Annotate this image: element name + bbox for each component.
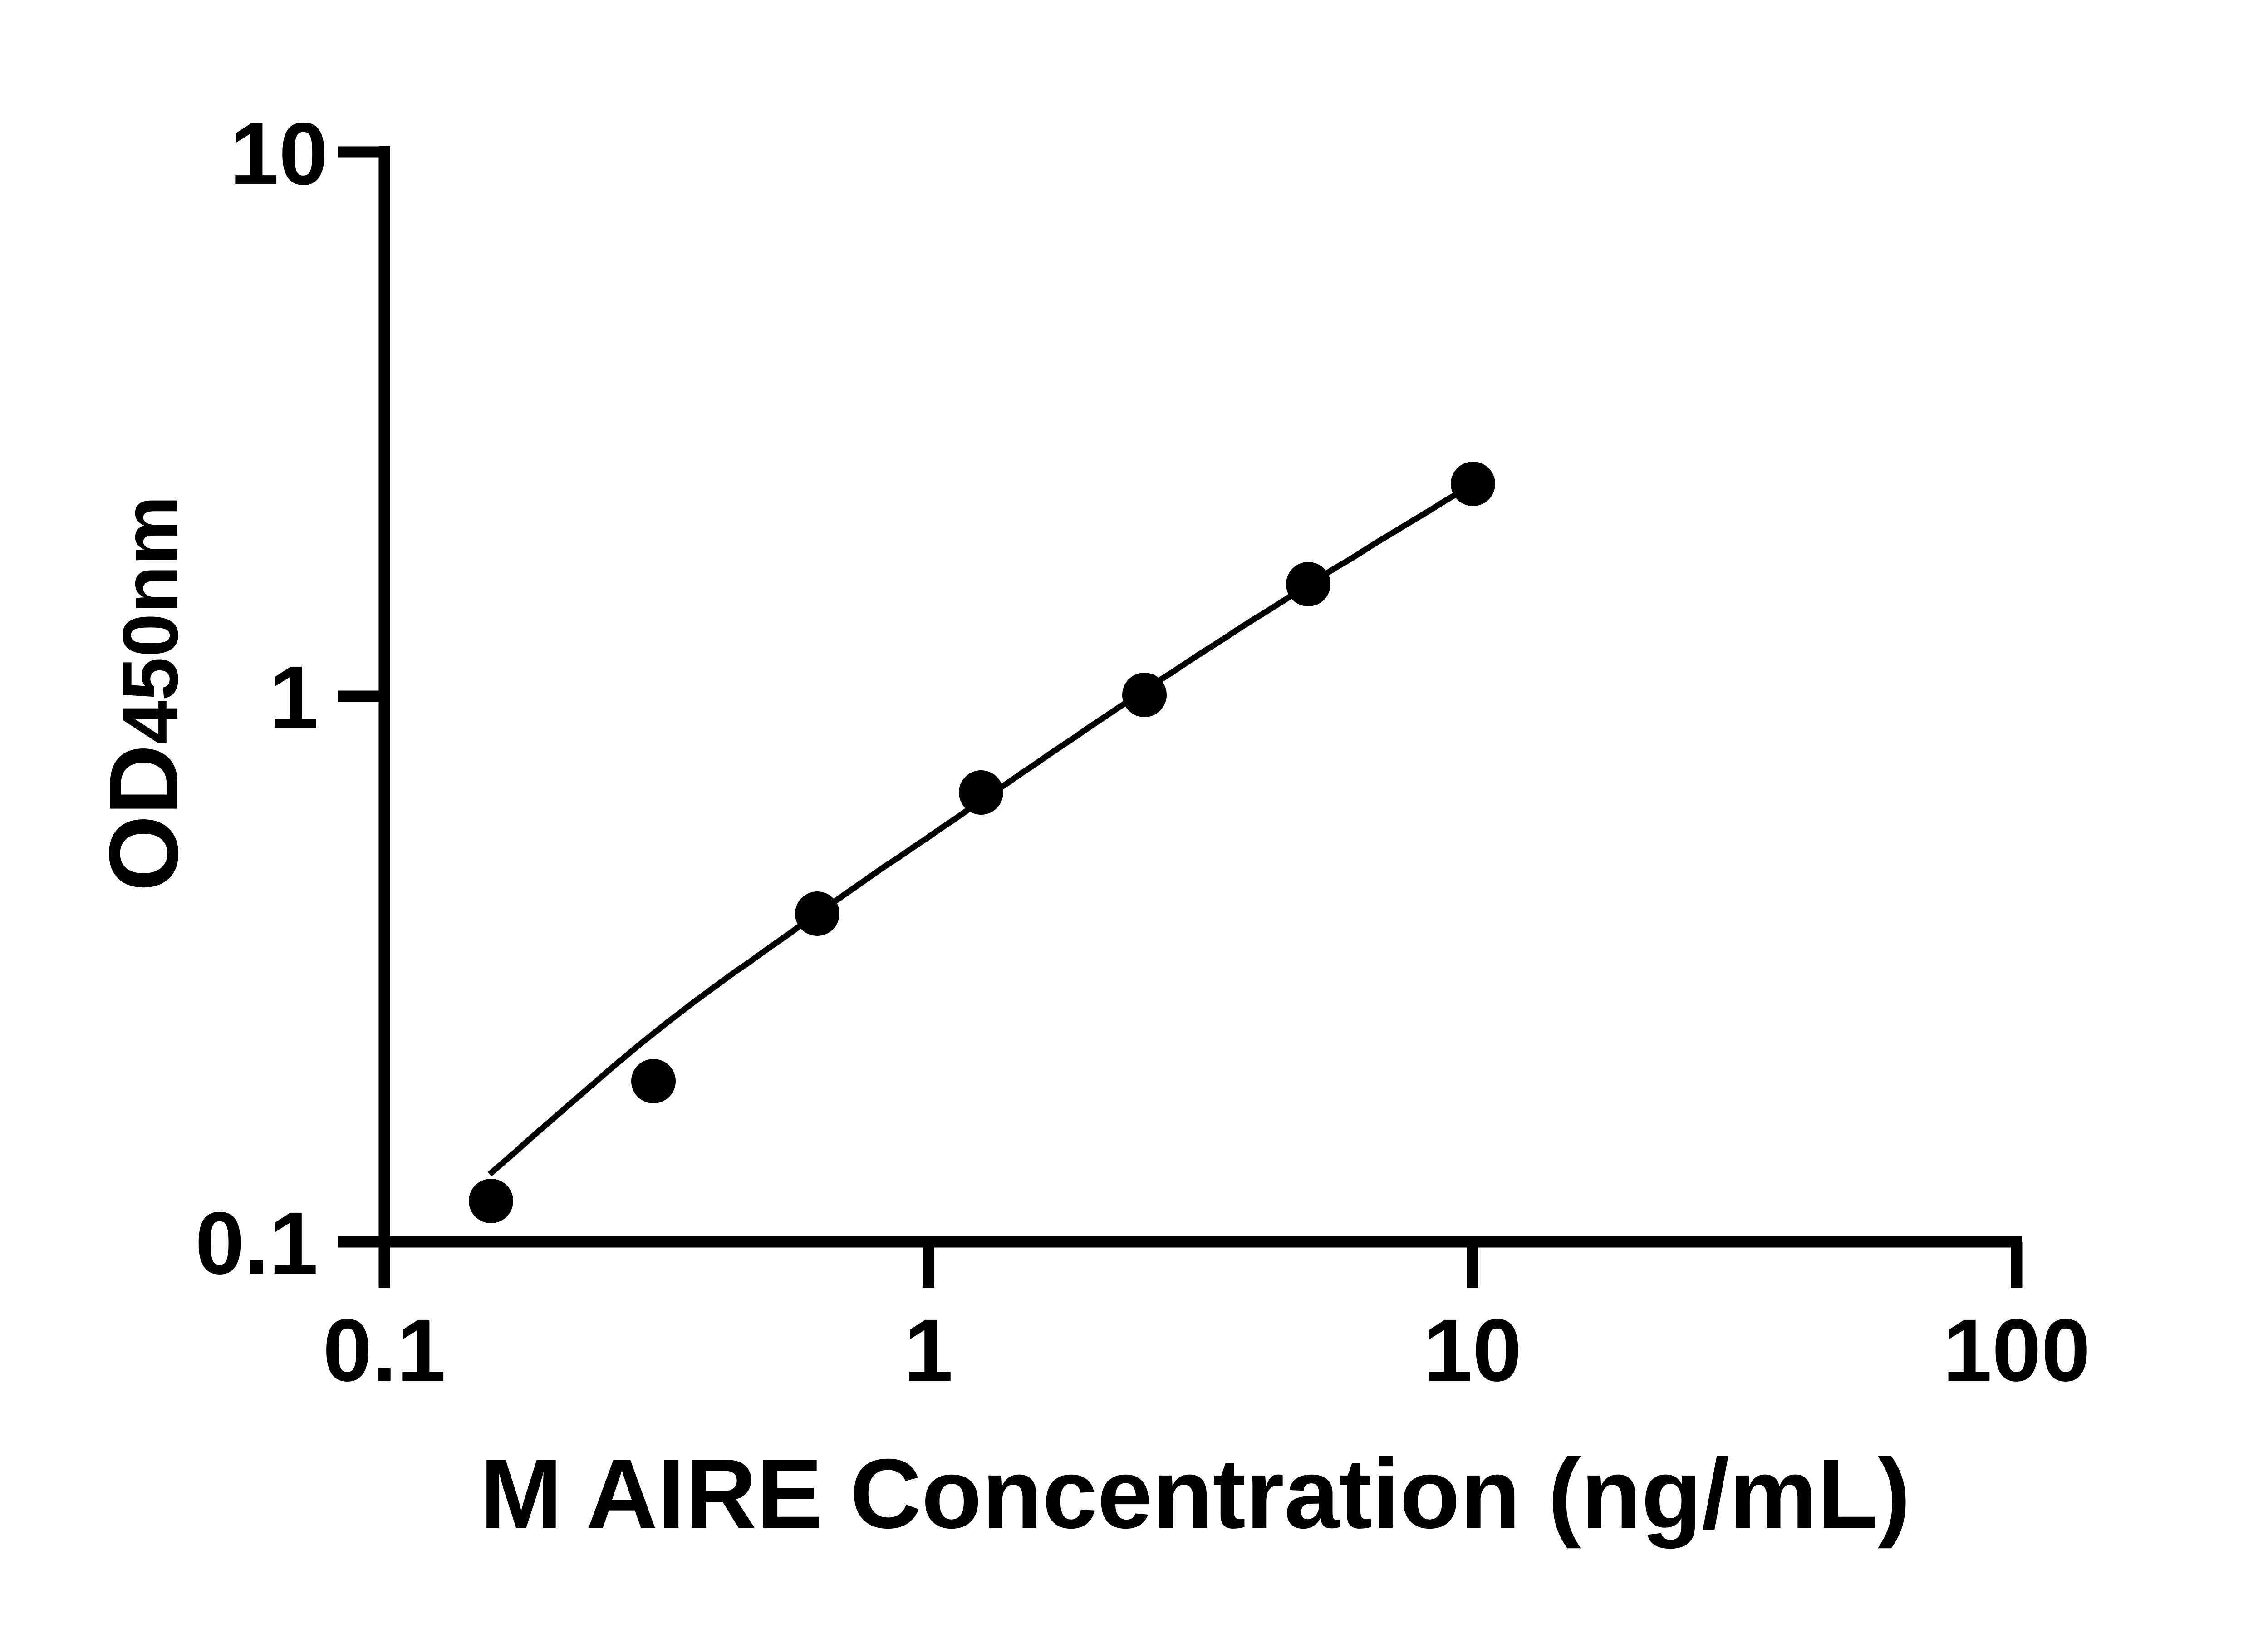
svg-text:10: 10: [230, 104, 328, 203]
svg-text:0.1: 0.1: [323, 1301, 446, 1400]
svg-text:10: 10: [1424, 1301, 1522, 1400]
svg-text:100: 100: [1943, 1301, 2090, 1400]
svg-text:OD450nm: OD450nm: [88, 496, 198, 891]
svg-text:1: 1: [904, 1301, 953, 1400]
svg-text:M AIRE Concentration (ng/mL): M AIRE Concentration (ng/mL): [480, 1439, 1911, 1549]
svg-text:0.1: 0.1: [195, 1194, 318, 1293]
svg-text:1: 1: [270, 648, 319, 747]
